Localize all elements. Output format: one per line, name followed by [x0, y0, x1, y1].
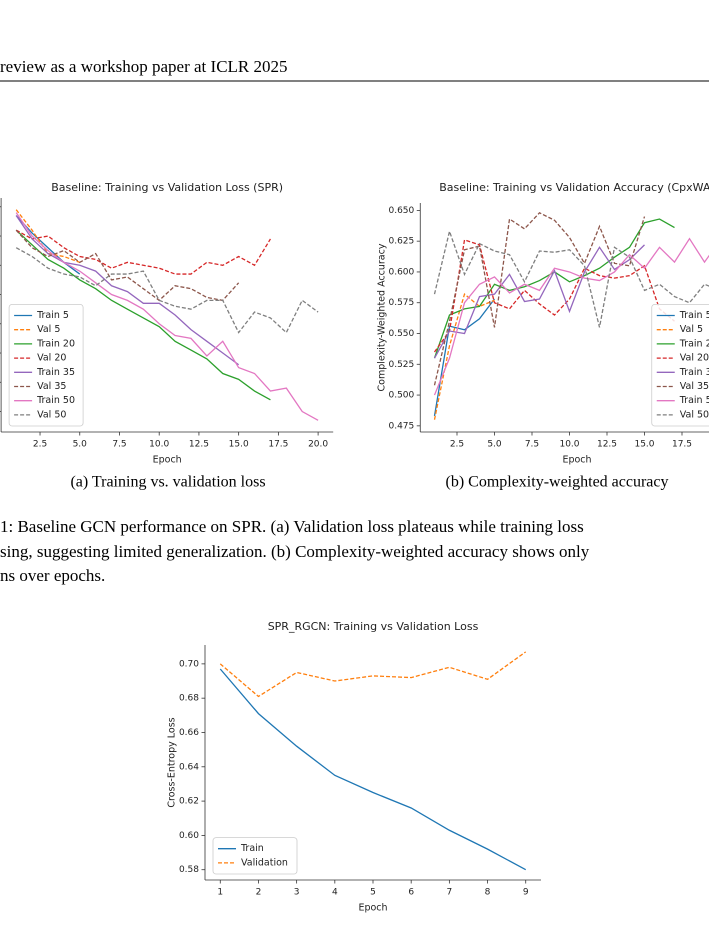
x-axis-label: Epoch	[358, 903, 387, 914]
series-line	[15, 215, 240, 366]
chart-title: SPR_RGCN: Training vs Validation Loss	[268, 620, 479, 633]
series-line	[433, 237, 709, 396]
x-tick-label: 20.0	[308, 440, 328, 450]
series-line	[433, 298, 496, 417]
subcaption: (b) Complexity-weighted accuracy	[445, 474, 668, 491]
x-tick-label: 10.0	[149, 440, 169, 450]
y-tick-label: 0.550	[388, 329, 414, 339]
legend-label: Validation	[241, 857, 288, 868]
series-line	[433, 218, 675, 359]
y-tick-label: 0.500	[388, 391, 414, 401]
y-tick-label: 0.70	[179, 659, 199, 669]
legend-label: Val 50	[37, 409, 66, 420]
y-tick-label: 0.575	[388, 298, 414, 308]
legend-box	[8, 303, 84, 427]
caption-line: ns over epochs.	[0, 566, 105, 585]
header-title: review as a workshop paper at ICLR 2025	[0, 57, 288, 76]
legend-label: Train 35	[36, 367, 75, 378]
caption-line: 1: Baseline GCN performance on SPR. (a) …	[0, 517, 584, 536]
legend-label: Val 20	[680, 353, 709, 364]
x-tick-label: 2.5	[450, 440, 464, 450]
caption-line: sing, suggesting limited generalization.…	[0, 542, 590, 561]
x-tick-label: 5.0	[487, 440, 502, 450]
legend-label: Train 35	[679, 367, 709, 378]
x-tick-label: 4	[332, 888, 338, 898]
y-tick-label: 0.475	[388, 421, 414, 431]
series-line	[219, 651, 527, 698]
legend-label: Train 5	[36, 310, 69, 321]
x-tick-label: 15.0	[229, 440, 249, 450]
legend-label: Train 50	[679, 395, 709, 406]
x-tick-label: 17.5	[672, 440, 692, 450]
legend-label: Train 20	[679, 338, 709, 349]
legend-label: Val 5	[680, 324, 703, 335]
x-tick-label: 5.0	[73, 440, 88, 450]
y-axis-label: Cross-Entropy Loss	[167, 717, 178, 807]
x-tick-label: 7.5	[525, 440, 539, 450]
legend-label: Val 20	[37, 353, 66, 364]
legend-label: Val 50	[680, 409, 709, 420]
y-tick-label: 0.64	[179, 762, 199, 772]
x-tick-label: 2	[256, 888, 262, 898]
x-axis-label: Epoch	[562, 455, 591, 466]
y-tick-label: 0.68	[179, 694, 199, 704]
x-tick-label: 7.5	[112, 440, 126, 450]
series-line	[15, 212, 319, 421]
x-tick-label: 5	[370, 888, 376, 898]
series-line	[433, 292, 495, 420]
y-tick-label: 0.625	[388, 237, 414, 247]
x-tick-label: 15.0	[634, 440, 654, 450]
subcaption: (a) Training vs. validation loss	[70, 474, 265, 491]
series-line	[15, 229, 271, 401]
series-line	[433, 239, 675, 353]
x-axis-label: Epoch	[153, 455, 182, 466]
y-tick-label: 0.60	[179, 831, 199, 841]
legend-label: Train 5	[679, 310, 709, 321]
y-tick-label: 0.62	[179, 797, 199, 807]
x-tick-label: 17.5	[268, 440, 288, 450]
series-line	[15, 229, 271, 275]
legend-label: Train 20	[36, 338, 75, 349]
y-tick-label: 0.66	[179, 728, 199, 738]
y-axis-label: Complexity-Weighted Accuracy	[377, 243, 388, 391]
x-tick-label: 12.5	[189, 440, 209, 450]
legend-box	[212, 837, 298, 875]
x-tick-label: 12.5	[597, 440, 617, 450]
series-line	[433, 244, 645, 359]
legend-box	[651, 304, 709, 427]
legend-label: Train	[240, 843, 264, 854]
x-tick-label: 3	[294, 888, 300, 898]
chart-title: Baseline: Training vs Validation Accurac…	[439, 181, 709, 194]
x-tick-label: 9	[523, 888, 529, 898]
legend-label: Val 5	[37, 324, 60, 335]
legend-label: Val 35	[680, 381, 709, 392]
x-tick-label: 8	[485, 888, 491, 898]
series-line	[433, 229, 709, 328]
y-tick-label: 0.525	[388, 360, 414, 370]
series-line	[15, 247, 319, 334]
series-line	[433, 212, 646, 386]
chart-title: Baseline: Training vs Validation Loss (S…	[51, 181, 283, 194]
y-tick-label: 0.600	[388, 267, 414, 277]
legend-label: Train 50	[36, 395, 75, 406]
series-line	[15, 229, 240, 302]
x-tick-label: 2.5	[33, 440, 47, 450]
legend-label: Val 35	[37, 381, 66, 392]
x-tick-label: 10.0	[559, 440, 579, 450]
x-tick-label: 1	[217, 888, 223, 898]
x-tick-label: 6	[408, 888, 414, 898]
y-tick-label: 0.58	[179, 865, 199, 875]
y-tick-label: 0.650	[388, 206, 414, 216]
x-tick-label: 7	[446, 888, 452, 898]
series-line	[15, 209, 80, 263]
series-line	[219, 668, 527, 871]
